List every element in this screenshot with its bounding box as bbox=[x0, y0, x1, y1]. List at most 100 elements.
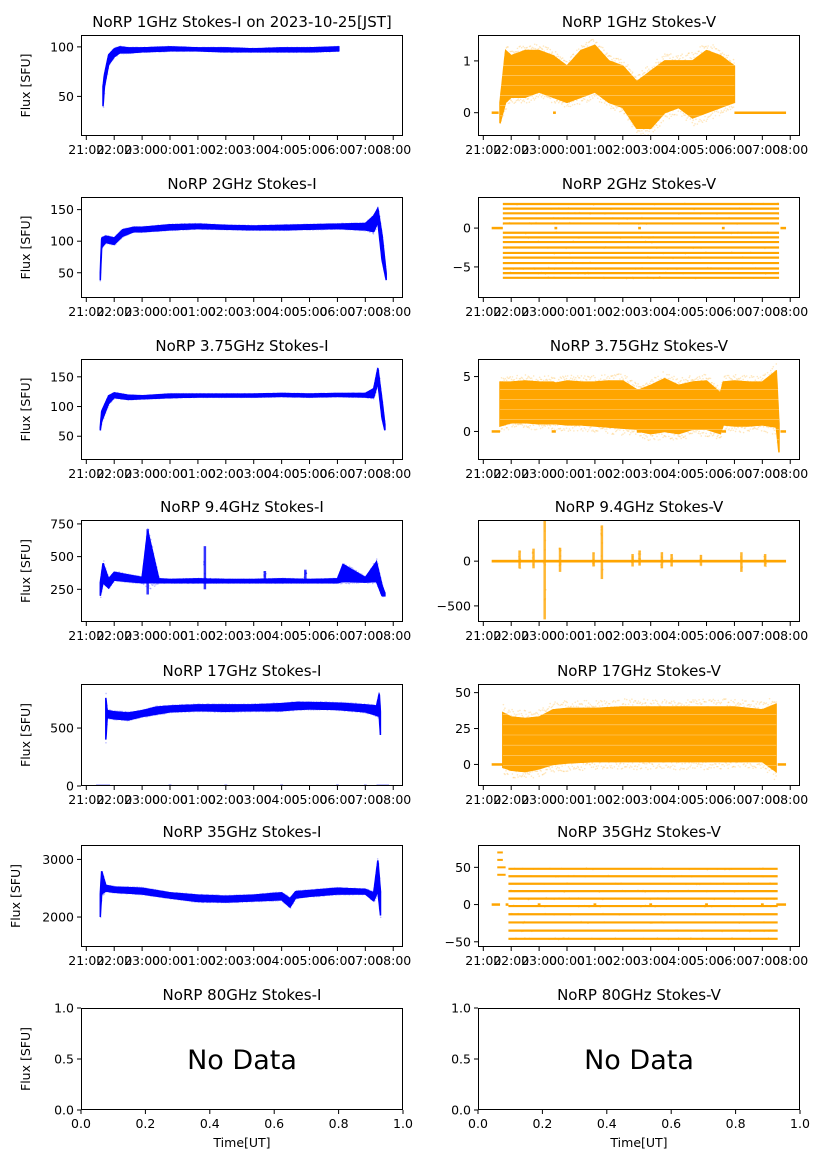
data-point bbox=[713, 702, 715, 704]
data-point bbox=[722, 699, 724, 701]
data-point bbox=[336, 395, 339, 398]
data-point bbox=[515, 99, 518, 102]
data-point bbox=[276, 702, 278, 704]
data-point bbox=[228, 396, 230, 399]
data-point bbox=[158, 577, 161, 580]
data-point bbox=[140, 582, 143, 585]
data-point bbox=[157, 224, 159, 227]
x-tick-label: 22:00 bbox=[493, 628, 529, 643]
data-point bbox=[769, 369, 772, 372]
data-point bbox=[544, 46, 547, 48]
data-point bbox=[687, 115, 690, 118]
data-point bbox=[777, 213, 780, 215]
data-point bbox=[295, 392, 297, 395]
data-point bbox=[231, 224, 233, 226]
x-tick-label: 05:00 bbox=[292, 466, 328, 481]
data-point bbox=[576, 53, 579, 56]
data-point bbox=[576, 203, 579, 205]
data-point bbox=[689, 432, 691, 435]
data-point bbox=[687, 380, 689, 382]
data-point bbox=[711, 700, 713, 702]
data-point bbox=[344, 564, 347, 567]
data-point bbox=[192, 396, 195, 399]
data-point bbox=[338, 223, 341, 225]
data-point bbox=[615, 57, 618, 60]
data-point bbox=[303, 393, 306, 395]
data-point bbox=[777, 202, 779, 204]
data-point bbox=[305, 572, 308, 575]
data-point bbox=[177, 229, 179, 231]
data-point bbox=[574, 54, 577, 57]
data-point bbox=[231, 396, 234, 399]
data-point bbox=[725, 762, 728, 764]
data-point bbox=[146, 569, 148, 572]
data-point bbox=[309, 582, 312, 584]
data-point bbox=[126, 394, 129, 396]
data-point bbox=[328, 395, 331, 398]
data-point bbox=[304, 582, 307, 584]
data-point bbox=[723, 698, 725, 700]
data-point bbox=[109, 62, 111, 65]
data-point bbox=[140, 709, 142, 711]
data-point bbox=[537, 773, 539, 775]
data-point bbox=[543, 424, 546, 427]
panel-title: NoRP 9.4GHz Stokes-I bbox=[160, 498, 324, 516]
data-point bbox=[530, 99, 533, 101]
data-point bbox=[113, 391, 116, 394]
data-point bbox=[226, 46, 228, 49]
data-point bbox=[201, 228, 204, 231]
data-point bbox=[164, 578, 167, 580]
data-point bbox=[669, 558, 672, 560]
data-point bbox=[164, 393, 167, 396]
data-point bbox=[330, 392, 333, 394]
data-point bbox=[178, 223, 180, 226]
data-point bbox=[559, 99, 562, 102]
data-point bbox=[255, 393, 257, 395]
data-point bbox=[527, 49, 530, 51]
data-point bbox=[511, 376, 514, 378]
data-point bbox=[519, 236, 522, 239]
data-point bbox=[695, 702, 698, 705]
data-point bbox=[605, 53, 607, 56]
data-point bbox=[253, 710, 255, 712]
data-point bbox=[545, 710, 548, 712]
data-point bbox=[114, 55, 117, 58]
x-tick-label: 00:00 bbox=[152, 792, 188, 807]
data-point bbox=[107, 242, 110, 245]
data-point bbox=[154, 714, 157, 716]
data-point bbox=[255, 224, 257, 227]
data-point bbox=[298, 700, 301, 703]
data-point bbox=[234, 393, 236, 395]
data-point bbox=[519, 45, 521, 47]
data-point bbox=[347, 222, 350, 225]
data-point bbox=[718, 207, 721, 210]
data-point bbox=[188, 228, 190, 231]
data-point bbox=[592, 560, 595, 563]
data-point bbox=[279, 51, 282, 53]
data-point bbox=[330, 50, 332, 53]
data-point bbox=[545, 768, 547, 771]
data-point bbox=[730, 105, 733, 108]
data-point bbox=[372, 714, 375, 716]
data-point bbox=[697, 762, 700, 765]
data-point bbox=[322, 708, 324, 711]
data-point bbox=[375, 391, 377, 394]
data-point bbox=[357, 571, 360, 574]
data-point bbox=[527, 375, 530, 378]
data-point bbox=[326, 392, 329, 395]
data-point bbox=[322, 223, 325, 226]
data-point bbox=[592, 38, 594, 41]
data-point bbox=[321, 392, 324, 395]
data-point bbox=[266, 395, 268, 398]
data-point bbox=[582, 430, 584, 432]
data-point bbox=[578, 768, 581, 771]
data-point bbox=[116, 571, 119, 574]
data-point bbox=[113, 237, 116, 239]
data-point bbox=[346, 223, 349, 225]
data-point bbox=[295, 582, 298, 584]
data-point bbox=[678, 383, 681, 385]
data-point bbox=[322, 228, 325, 231]
data-point bbox=[320, 701, 322, 703]
data-point bbox=[706, 706, 708, 708]
data-point bbox=[618, 373, 620, 375]
